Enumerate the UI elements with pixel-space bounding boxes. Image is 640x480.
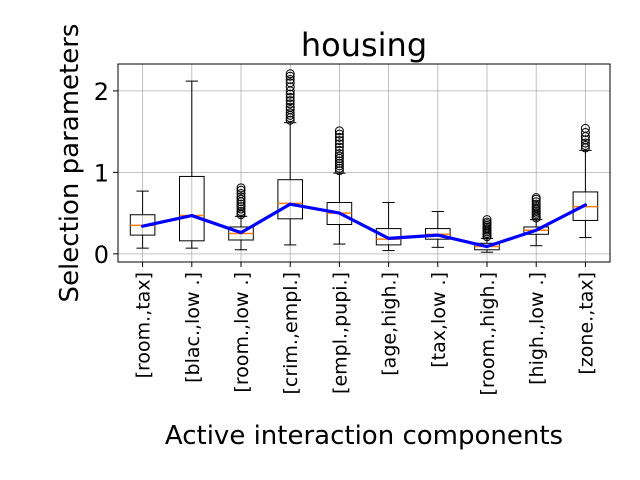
outlier-point (531, 199, 541, 209)
box-10 (572, 123, 599, 239)
outlier-point (334, 129, 344, 139)
outlier-point (236, 202, 246, 212)
x-tick-label: [high.,low .] (526, 272, 548, 385)
outlier-point (285, 105, 295, 115)
outlier-point (236, 199, 246, 209)
box-4 (277, 69, 303, 246)
outlier-point (334, 149, 344, 159)
outlier-point (580, 140, 590, 150)
outlier-point (334, 145, 344, 155)
x-tick-label: [room.,tax] (133, 272, 155, 378)
mean-line (141, 202, 588, 249)
outlier-point (285, 69, 295, 79)
outlier-point (334, 126, 344, 136)
x-tick-label: [crim.,empl.] (280, 272, 302, 395)
outlier-point (334, 163, 344, 173)
y-tick-label: 1 (94, 159, 109, 187)
mean-line-layer (141, 202, 588, 249)
outlier-point (236, 185, 246, 195)
outlier-point (236, 206, 246, 216)
outlier-point (482, 217, 492, 227)
box-3 (228, 183, 254, 251)
y-tick-label: 2 (94, 78, 109, 106)
outlier-point (285, 115, 295, 125)
box-5 (326, 126, 353, 245)
outlier-point (285, 82, 295, 92)
outlier-point (334, 136, 344, 146)
outlier-point (580, 127, 590, 137)
y-tick-label: 0 (94, 241, 109, 269)
outlier-point (236, 189, 246, 199)
outlier-point (334, 139, 344, 149)
outlier-point (531, 202, 541, 212)
outlier-point (236, 192, 246, 202)
outlier-point (531, 193, 541, 203)
plot-frame (117, 63, 611, 263)
x-tick-label: [empl.,pupi.] (329, 272, 351, 394)
outlier-point (285, 102, 295, 112)
x-tick-label: [tax,low .] (428, 272, 450, 368)
iqr-box (179, 175, 205, 242)
outlier-point (236, 183, 246, 193)
outlier-point (236, 204, 246, 214)
x-tick-label: [age,high.] (379, 272, 401, 376)
axis-ticks: 0 1 2 [room.,tax] [blac.,low .] [room.,low .]… (94, 78, 598, 396)
box-8 (474, 215, 500, 253)
outlier-point (334, 132, 344, 142)
outlier-point (580, 138, 590, 148)
outlier-point (285, 99, 295, 109)
outlier-point (285, 108, 295, 118)
box-9 (523, 193, 550, 247)
outlier-point (531, 197, 541, 207)
outlier-point (285, 71, 295, 81)
outlier-point (236, 194, 246, 204)
outlier-point (285, 78, 295, 88)
outlier-point (285, 92, 295, 102)
x-axis-label: Active interaction components (165, 421, 563, 451)
y-axis-label: Selection parameters (55, 24, 85, 303)
outlier-point (482, 215, 492, 225)
outlier-point (334, 158, 344, 168)
outlier-point (285, 96, 295, 106)
boxes (129, 69, 599, 253)
outlier-point (334, 151, 344, 161)
x-tick-label: [blac.,low .] (182, 272, 204, 383)
box-2 (179, 80, 205, 249)
outlier-point (285, 74, 295, 84)
x-tick-label: [room.,low .] (231, 272, 253, 393)
outlier-point (334, 161, 344, 171)
outlier-point (580, 135, 590, 145)
outlier-point (334, 166, 344, 176)
x-tick-label: [zone.,tax] (575, 272, 597, 375)
outlier-point (580, 123, 590, 133)
chart-title: housing (301, 26, 427, 64)
outlier-point (285, 89, 295, 99)
outlier-point (334, 156, 344, 166)
x-tick-label: [room.,high.] (477, 272, 499, 396)
outlier-point (334, 142, 344, 152)
iqr-box (277, 179, 303, 220)
